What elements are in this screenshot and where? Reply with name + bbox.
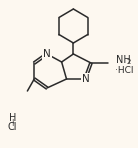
Text: NH: NH	[116, 55, 131, 65]
Text: 2: 2	[127, 58, 131, 65]
Text: |: |	[12, 119, 14, 126]
Text: H: H	[9, 113, 16, 123]
Text: N: N	[43, 49, 51, 59]
Text: Cl: Cl	[8, 122, 18, 132]
Text: N: N	[82, 74, 90, 84]
Text: ·HCl: ·HCl	[115, 66, 134, 74]
